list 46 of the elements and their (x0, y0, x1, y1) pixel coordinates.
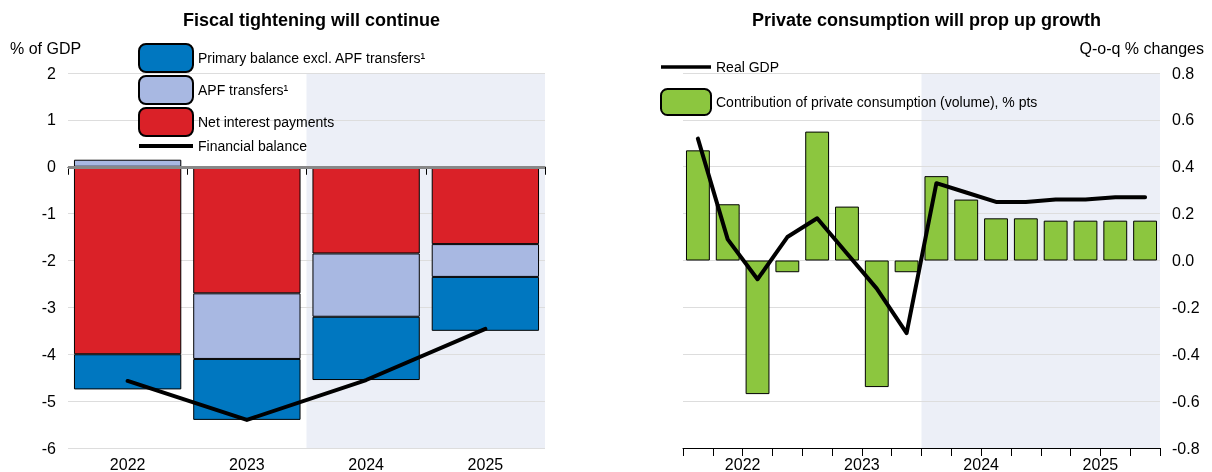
bar (1133, 220, 1158, 261)
x-tick-label: 2024 (963, 455, 1000, 472)
y-axis-title: Q-o-q % changes (1079, 39, 1205, 57)
chart-title: Fiscal tightening will continue (182, 10, 441, 30)
y-tick-label: 0.8 (1172, 64, 1195, 82)
bar (954, 199, 979, 261)
y-tick-label: 0.0 (1172, 252, 1195, 269)
y-tick-label: -6 (41, 439, 57, 457)
bar (984, 218, 1008, 261)
y-tick-label: 0.6 (1172, 111, 1195, 129)
y-tick-label: -1 (41, 205, 57, 223)
bar (1073, 220, 1098, 261)
y-tick-label: 0.2 (1172, 205, 1195, 223)
y-axis-title: % of GDP (10, 39, 82, 57)
bar (1043, 220, 1068, 261)
x-tick-label: 2024 (348, 455, 385, 472)
y-tick-label: -0.2 (1172, 298, 1200, 316)
x-tick-label: 2023 (229, 455, 265, 472)
y-tick-label: -0.6 (1172, 392, 1200, 410)
y-tick-label: 1 (47, 111, 57, 129)
legend-label: Real GDP (716, 59, 780, 75)
x-tick-label: 2025 (467, 455, 504, 472)
legend-label: Contribution of private consumption (volume), % pts (716, 94, 1038, 110)
y-tick-label: 2 (47, 64, 57, 82)
y-tick-label: 0 (47, 158, 57, 176)
chart-title: Private consumption will prop up growth (751, 10, 1102, 30)
y-tick-label: -5 (41, 392, 57, 410)
legend-label: Primary balance excl. APF transfers¹ (198, 50, 426, 66)
legend-label: Financial balance (198, 138, 308, 154)
y-tick-label: -3 (41, 298, 57, 316)
bar (775, 260, 800, 273)
y-tick-label: -0.4 (1172, 345, 1200, 363)
y-tick-label: -4 (41, 345, 57, 363)
y-tick-label: -2 (41, 252, 57, 269)
legend-label: Net interest payments (198, 114, 335, 130)
y-tick-label: 0.4 (1172, 158, 1195, 176)
x-tick-label: 2022 (724, 455, 761, 472)
x-tick-label: 2025 (1082, 455, 1119, 472)
x-tick-label: 2023 (844, 455, 880, 472)
bar (1013, 218, 1038, 261)
legend-label: APF transfers¹ (198, 82, 289, 98)
y-tick-label: -0.8 (1172, 439, 1200, 457)
bar (1103, 220, 1128, 261)
x-tick-label: 2022 (109, 455, 146, 472)
bar (894, 260, 919, 273)
bar (835, 206, 859, 261)
